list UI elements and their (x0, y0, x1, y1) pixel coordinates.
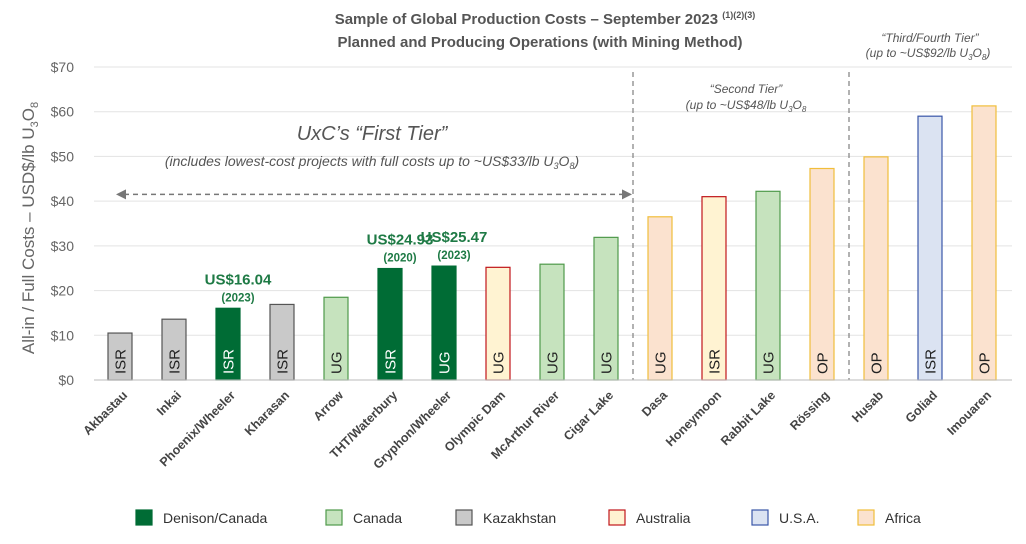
first-tier-title: UxC’s “First Tier” (297, 123, 449, 145)
mining-method-label: UG (653, 352, 670, 375)
gridlines (94, 66, 1012, 336)
legend-swatch (857, 509, 875, 526)
bar (647, 216, 673, 381)
legend-label: Kazakhstan (483, 510, 556, 526)
x-tick-label: Honeymoon (663, 388, 724, 449)
bar (701, 196, 727, 381)
y-tick-label: $40 (51, 193, 75, 209)
x-tick-label: Rössing (787, 388, 832, 433)
bar (809, 167, 835, 381)
bar (485, 266, 511, 381)
legend: Denison/Canada Canada Kazakhstan Australia U… (135, 509, 921, 526)
legend-swatch (608, 509, 626, 526)
x-tick-label: Cigar Lake (561, 388, 616, 443)
mining-method-label: ISR (707, 349, 724, 374)
mining-method-label: ISR (221, 349, 238, 374)
bar (971, 105, 997, 381)
first-tier-arrow (116, 189, 632, 200)
bar (107, 332, 133, 381)
mining-method-label: UG (599, 352, 616, 375)
callout-year: (2023) (437, 250, 470, 262)
y-ticks: $0 $10 $20 $30 $40 $50 $60 $70 (51, 59, 75, 388)
legend-swatch (325, 509, 343, 526)
y-tick-label: $50 (51, 148, 75, 164)
mining-method-label: ISR (275, 349, 292, 374)
legend-swatch (455, 509, 473, 526)
mining-method-label: UG (437, 352, 454, 375)
mining-method-label: ISR (167, 349, 184, 374)
x-tick-label: Rabbit Lake (718, 388, 778, 448)
chart-title-line1: Sample of Global Production Costs – Sept… (335, 10, 756, 28)
y-tick-label: $0 (58, 372, 74, 388)
mining-method-label: UG (491, 352, 508, 375)
legend-label: Australia (636, 510, 691, 526)
callout-value: US$25.47 (421, 229, 488, 246)
callout-year: (2020) (383, 253, 416, 265)
callout-value: US$24.93 (367, 232, 434, 249)
third-tier-line1: “Third/Fourth Tier” (881, 31, 979, 45)
mining-method-label: UG (761, 352, 778, 375)
legend-label: Canada (353, 510, 402, 526)
x-tick-label: Kharasan (242, 388, 292, 438)
x-tick-label: Imouaren (944, 388, 994, 438)
callout-value: US$16.04 (205, 271, 272, 288)
bar (863, 156, 889, 381)
mining-method-label: ISR (923, 349, 940, 374)
mining-method-label: UG (545, 352, 562, 375)
second-tier-line1: “Second Tier” (710, 82, 784, 96)
bar (917, 115, 943, 381)
callout-year: (2023) (221, 292, 254, 304)
third-tier-line2: (up to ~US$92/lb U3O8) (866, 46, 991, 62)
mining-method-label: ISR (113, 349, 130, 374)
x-tick-label: Dasa (639, 387, 671, 419)
x-tick-label: Akbastau (80, 388, 130, 438)
legend-label: Denison/Canada (163, 510, 268, 526)
y-axis-label: All-in / Full Costs – USD$/lb U3O8 (19, 102, 41, 354)
chart-title-line2: Planned and Producing Operations (with M… (338, 34, 743, 51)
bar (755, 190, 781, 381)
x-tick-label: Husab (849, 388, 886, 425)
legend-label: U.S.A. (779, 510, 819, 526)
bar (539, 263, 565, 381)
legend-swatch (135, 509, 153, 526)
callouts: US$16.04(2023)US$24.93(2020)US$25.47(202… (205, 229, 488, 304)
bar (431, 265, 457, 381)
y-tick-label: $20 (51, 283, 75, 299)
mining-method-label: OP (869, 352, 886, 374)
legend-swatch (751, 509, 769, 526)
y-tick-label: $10 (51, 327, 75, 343)
title-footnotes: (1)(2)(3) (722, 10, 755, 20)
x-tick-label: Arrow (311, 388, 347, 424)
mining-method-label: OP (977, 352, 994, 374)
y-tick-label: $60 (51, 104, 75, 120)
first-tier-subtitle: (includes lowest-cost projects with full… (165, 153, 579, 171)
mining-method-label: OP (815, 352, 832, 374)
x-tick-label: Goliad (903, 388, 940, 425)
second-tier-line2: (up to ~US$48/lb U3O8 (686, 98, 807, 114)
legend-label: Africa (885, 510, 921, 526)
y-tick-label: $30 (51, 238, 75, 254)
mining-method-label: ISR (383, 349, 400, 374)
y-tick-label: $70 (51, 59, 75, 75)
mining-method-label: UG (329, 352, 346, 375)
x-tick-label: Inkai (154, 388, 184, 418)
bars: ISR ISR ISR ISR UG ISR UG UG UG UG UG ISR UG OP OP ISR O… (107, 105, 997, 381)
